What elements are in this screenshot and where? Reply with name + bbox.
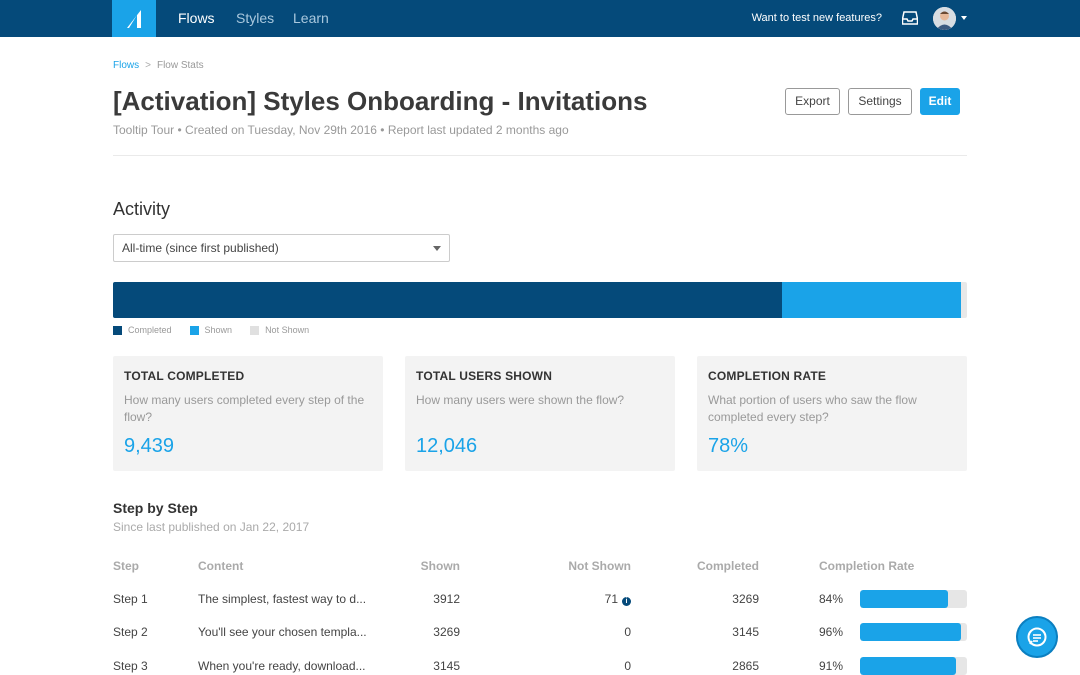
- stat-card-completion-rate: COMPLETION RATE What portion of users wh…: [697, 356, 967, 471]
- legend-completed: Completed: [113, 325, 172, 335]
- legend-shown: Shown: [189, 325, 233, 335]
- column-header-step[interactable]: Step: [113, 559, 140, 573]
- breadcrumb-current: Flow Stats: [156, 60, 204, 71]
- breadcrumb: Flows > Flow Stats: [113, 60, 204, 71]
- step-shown: 3912: [433, 592, 460, 606]
- report-updated: Report last updated 2 months ago: [387, 123, 569, 137]
- rate-bar-fill: [860, 590, 949, 608]
- column-header-completion-rate[interactable]: Completion Rate: [819, 559, 915, 573]
- rate-bar: [860, 623, 967, 641]
- legend-not-shown: Not Shown: [250, 325, 309, 335]
- chat-icon[interactable]: [1016, 616, 1058, 658]
- table-row[interactable]: Step 3 When you're ready, download... 31…: [0, 657, 1080, 675]
- rate-bar: [860, 590, 967, 608]
- step-completed: 3145: [732, 625, 759, 639]
- card-description: How many users were shown the flow?: [416, 393, 625, 407]
- subtitle-bullet: •: [380, 123, 385, 137]
- info-icon[interactable]: i: [622, 597, 631, 606]
- avatar[interactable]: [933, 7, 956, 30]
- card-description: How many users completed every step of t…: [124, 393, 365, 424]
- settings-button[interactable]: Settings: [848, 88, 912, 115]
- step-not-shown: 0: [624, 659, 631, 673]
- card-value: 78%: [708, 435, 749, 457]
- subtitle-bullet: •: [177, 123, 182, 137]
- caret-down-icon[interactable]: [961, 16, 967, 20]
- step-shown: 3145: [433, 659, 460, 673]
- divider: [113, 155, 967, 156]
- activity-bar: [113, 282, 967, 318]
- top-nav: Flows Styles Learn Want to test new feat…: [0, 0, 1080, 37]
- nav-flows[interactable]: Flows: [178, 10, 215, 26]
- nav-learn[interactable]: Learn: [293, 10, 329, 26]
- rate-bar-fill: [860, 657, 956, 675]
- card-description: What portion of users who saw the flow c…: [708, 393, 917, 424]
- step-completed: 2865: [732, 659, 759, 673]
- rate-bar-fill: [860, 623, 961, 641]
- chevron-down-icon: [433, 246, 441, 251]
- inbox-icon[interactable]: [901, 11, 919, 25]
- step-name: Step 1: [113, 592, 148, 606]
- step-completed: 3269: [732, 592, 759, 606]
- step-content: When you're ready, download...: [198, 659, 366, 673]
- breadcrumb-separator: >: [145, 60, 151, 71]
- date-range-select[interactable]: All-time (since first published): [113, 234, 450, 262]
- step-shown: 3269: [433, 625, 460, 639]
- test-features-link[interactable]: Want to test new features?: [751, 12, 882, 24]
- legend-swatch-completed: [113, 325, 122, 335]
- stat-card-total-completed: TOTAL COMPLETED How many users completed…: [113, 356, 383, 471]
- step-rate: 91%: [819, 659, 844, 673]
- column-header-shown[interactable]: Shown: [420, 559, 460, 573]
- step-not-shown: 71: [604, 592, 618, 606]
- step-not-shown: 0: [624, 625, 631, 639]
- logo-icon[interactable]: [112, 0, 156, 37]
- step-name: Step 3: [113, 659, 148, 673]
- shown-segment: [782, 282, 961, 318]
- completed-segment: [113, 282, 782, 318]
- table-row[interactable]: Step 1 The simplest, fastest way to d...…: [0, 590, 1080, 610]
- step-by-step-since: Since last published on Jan 22, 2017: [113, 520, 310, 534]
- activity-title: Activity: [113, 199, 171, 219]
- step-rate: 84%: [819, 592, 844, 606]
- table-row[interactable]: Step 2 You'll see your chosen templa... …: [0, 623, 1080, 643]
- legend-label: Not Shown: [265, 325, 310, 335]
- step-not-shown-cell: 71 i: [530, 590, 631, 608]
- stat-card-total-shown: TOTAL USERS SHOWN How many users were sh…: [405, 356, 675, 471]
- step-content: The simplest, fastest way to d...: [198, 592, 367, 606]
- activity-legend: Completed Shown Not Shown: [113, 325, 309, 335]
- date-range-value: All-time (since first published): [122, 241, 279, 255]
- column-header-not-shown[interactable]: Not Shown: [568, 559, 631, 573]
- card-value: 12,046: [416, 435, 478, 457]
- card-title: TOTAL COMPLETED: [124, 369, 245, 383]
- card-value: 9,439: [124, 435, 175, 457]
- card-title: TOTAL USERS SHOWN: [416, 369, 553, 383]
- nav-styles[interactable]: Styles: [236, 10, 275, 26]
- step-content: You'll see your chosen templa...: [198, 625, 367, 639]
- legend-swatch-shown: [189, 325, 199, 335]
- column-header-content[interactable]: Content: [198, 559, 244, 573]
- step-by-step-title: Step by Step: [113, 500, 198, 516]
- step-rate: 96%: [819, 625, 844, 639]
- step-name: Step 2: [113, 625, 148, 639]
- legend-label: Shown: [204, 325, 233, 335]
- export-button[interactable]: Export: [785, 88, 840, 115]
- column-header-completed[interactable]: Completed: [696, 559, 759, 573]
- page-title: [Activation] Styles Onboarding - Invitat…: [113, 86, 648, 116]
- flow-type: Tooltip Tour: [113, 123, 175, 137]
- rate-bar: [860, 657, 967, 675]
- breadcrumb-flows[interactable]: Flows: [113, 60, 140, 71]
- card-title: COMPLETION RATE: [708, 369, 827, 383]
- legend-swatch-not-shown: [250, 325, 260, 335]
- edit-button[interactable]: Edit: [920, 88, 960, 115]
- legend-label: Completed: [128, 325, 172, 335]
- page-subtitle: Tooltip Tour • Created on Tuesday, Nov 2…: [113, 123, 569, 137]
- created-date: Created on Tuesday, Nov 29th 2016: [185, 123, 377, 137]
